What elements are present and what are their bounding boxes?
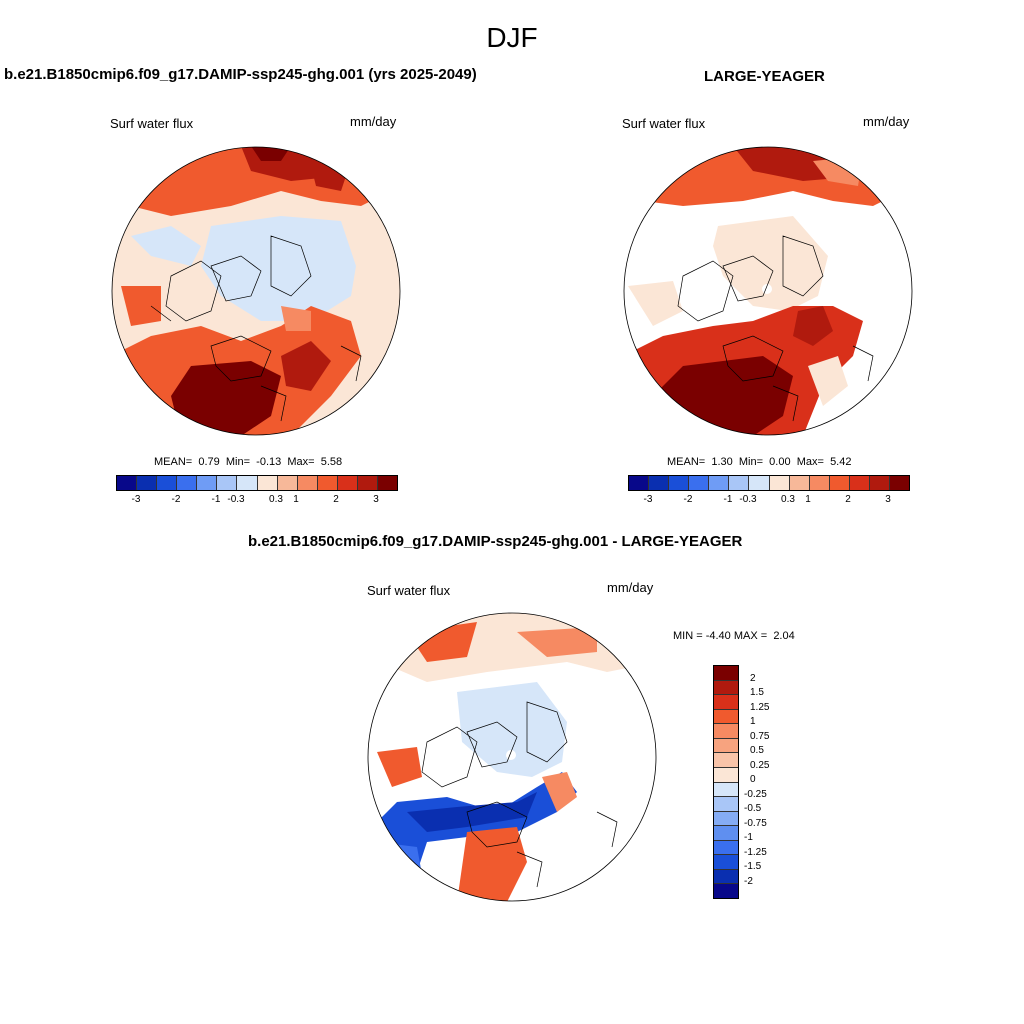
colorbar-tick-label: 0.75: [750, 730, 770, 742]
panel2-map: [623, 146, 913, 436]
panel2-case-title: LARGE-YEAGER: [704, 68, 825, 85]
colorbar-swatch: [714, 738, 738, 754]
colorbar-swatch: [829, 476, 850, 490]
panel1-variable: Surf water flux: [110, 116, 194, 131]
colorbar-swatch: [809, 476, 830, 490]
colorbar-swatch: [277, 476, 298, 490]
colorbar-swatch: [714, 797, 738, 812]
colorbar-swatch: [317, 476, 338, 490]
colorbar-tick-label: -1: [723, 494, 733, 505]
panel1-units: mm/day: [350, 114, 397, 129]
colorbar-tick-label: -0.75: [744, 817, 767, 829]
colorbar-tick-label: -1: [211, 494, 221, 505]
colorbar-swatch: [689, 476, 710, 490]
colorbar-tick-label: -2: [171, 494, 181, 505]
colorbar-swatch: [849, 476, 870, 490]
diff-stats: MIN = -4.40 MAX = 2.04: [673, 630, 795, 642]
colorbar-swatch: [669, 476, 690, 490]
diff-case-title: b.e21.B1850cmip6.f09_g17.DAMIP-ssp245-gh…: [248, 533, 743, 550]
colorbar-swatch: [714, 884, 738, 898]
colorbar-swatch: [729, 476, 750, 490]
colorbar-tick-label: -2: [744, 875, 753, 887]
colorbar-tick-label: 0: [750, 774, 756, 785]
colorbar-swatch: [357, 476, 379, 490]
colorbar-tick-label: 1: [750, 716, 756, 727]
colorbar-swatch: [117, 476, 138, 490]
colorbar-swatch: [714, 840, 738, 856]
colorbar-swatch: [714, 753, 738, 768]
colorbar-swatch: [714, 767, 738, 783]
colorbar-swatch: [237, 476, 258, 490]
colorbar-swatch: [749, 476, 770, 490]
colorbar-swatch: [378, 476, 398, 490]
colorbar-tick-label: 0.5: [750, 745, 764, 756]
colorbar-swatch: [789, 476, 810, 490]
colorbar-swatch: [197, 476, 218, 490]
colorbar-swatch: [769, 476, 790, 490]
colorbar-tick-label: -1.5: [744, 861, 762, 872]
colorbar-tick-label: -0.25: [744, 788, 767, 800]
colorbar-tick-label: 1.5: [750, 687, 764, 698]
colorbar-tick-label: -3: [131, 494, 141, 505]
colorbar-tick-label: -0.3: [227, 494, 245, 505]
panel2-units: mm/day: [863, 114, 910, 129]
colorbar-swatch: [714, 826, 738, 841]
panel2-variable: Surf water flux: [622, 116, 706, 131]
colorbar-tick-label: -2: [683, 494, 693, 505]
colorbar-swatch: [714, 709, 738, 725]
colorbar-tick-label: 2: [750, 672, 756, 684]
colorbar-swatch: [714, 680, 738, 696]
diff-variable: Surf water flux: [367, 583, 451, 598]
colorbar-swatch: [890, 476, 910, 490]
panel2-colorbar: [628, 475, 910, 491]
colorbar-tick-label: -0.5: [744, 803, 762, 814]
colorbar-swatch: [297, 476, 318, 490]
colorbar-swatch: [714, 811, 738, 827]
colorbar-swatch: [714, 666, 738, 681]
colorbar-tick-label: 0.25: [750, 759, 770, 771]
diff-colorbar: [713, 665, 739, 899]
colorbar-swatch: [714, 869, 738, 885]
panel1-map: [111, 146, 401, 436]
colorbar-tick-label: 0.3: [269, 494, 283, 505]
colorbar-swatch: [257, 476, 278, 490]
colorbar-tick-label: 1: [293, 494, 299, 505]
diff-units: mm/day: [607, 580, 654, 595]
colorbar-tick-label: 1.25: [750, 701, 770, 713]
colorbar-tick-label: -1.25: [744, 846, 767, 858]
colorbar-swatch: [714, 782, 738, 798]
colorbar-tick-label: 2: [333, 494, 339, 505]
colorbar-swatch: [157, 476, 178, 490]
colorbar-tick-label: -3: [643, 494, 653, 505]
colorbar-swatch: [714, 724, 738, 739]
colorbar-swatch: [217, 476, 238, 490]
colorbar-tick-label: 3: [373, 494, 379, 505]
diff-map: [367, 612, 657, 902]
panel1-case-title: b.e21.B1850cmip6.f09_g17.DAMIP-ssp245-gh…: [4, 66, 477, 83]
colorbar-tick-label: -0.3: [739, 494, 757, 505]
colorbar-tick-label: -1: [744, 832, 753, 843]
panel1-colorbar: [116, 475, 398, 491]
panel1-stats: MEAN= 0.79 Min= -0.13 Max= 5.58: [154, 456, 343, 468]
colorbar-swatch: [649, 476, 670, 490]
panel2-stats: MEAN= 1.30 Min= 0.00 Max= 5.42: [667, 456, 852, 468]
colorbar-swatch: [629, 476, 650, 490]
figure-title: DJF: [486, 22, 538, 53]
colorbar-swatch: [714, 695, 738, 710]
colorbar-swatch: [714, 855, 738, 870]
colorbar-tick-label: 1: [805, 494, 811, 505]
colorbar-tick-label: 0.3: [781, 494, 795, 505]
colorbar-swatch: [709, 476, 730, 490]
colorbar-tick-label: 3: [885, 494, 891, 505]
colorbar-swatch: [337, 476, 358, 490]
colorbar-swatch: [869, 476, 891, 490]
colorbar-tick-label: 2: [845, 494, 851, 505]
colorbar-swatch: [177, 476, 198, 490]
colorbar-swatch: [137, 476, 158, 490]
